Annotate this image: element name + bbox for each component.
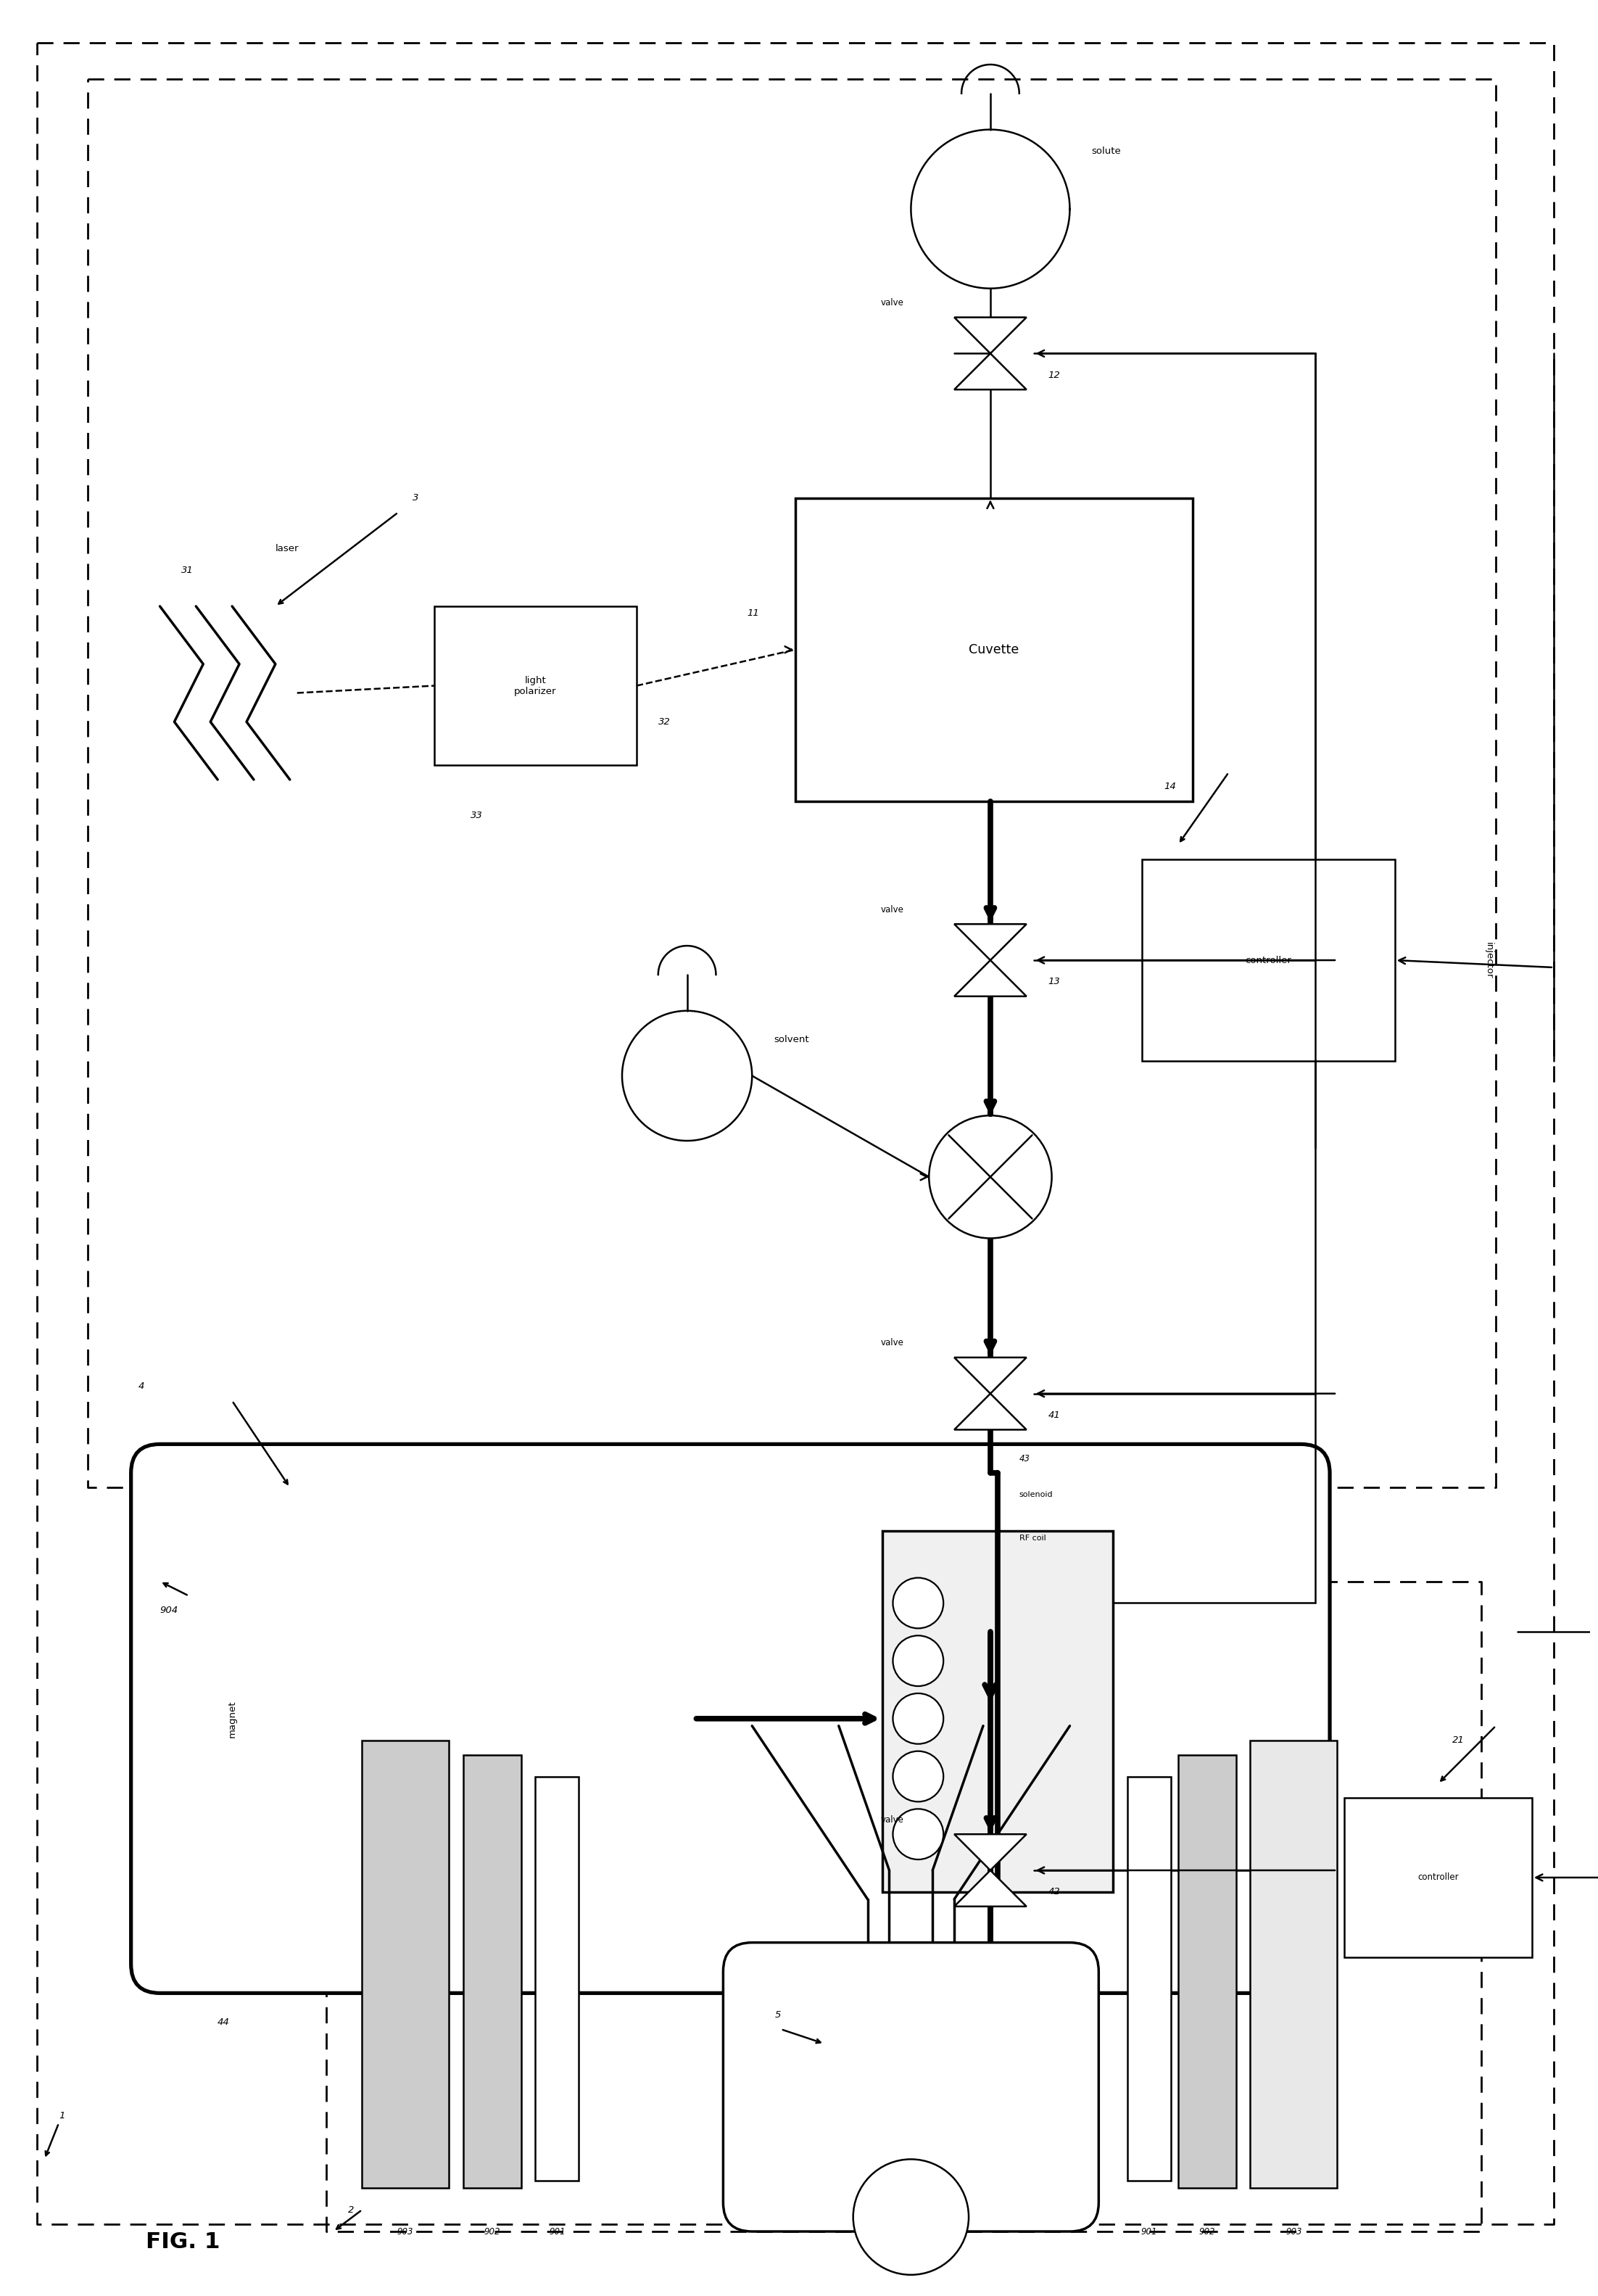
Text: valve: valve [880,1339,904,1348]
Text: 1: 1 [59,2112,66,2122]
FancyBboxPatch shape [131,1444,1330,1993]
Bar [1250,1740,1338,2188]
Text: 4: 4 [137,1382,144,1391]
Text: 902: 902 [484,2227,500,2236]
Polygon shape [954,354,1026,390]
Text: 43: 43 [1020,1453,1031,1463]
Circle shape [853,2158,968,2275]
Bar [435,606,636,765]
Text: 44: 44 [217,2018,230,2027]
Circle shape [893,1694,943,1745]
Text: 33: 33 [470,810,483,820]
Text: light
polarizer: light polarizer [515,675,556,696]
Text: solute: solute [1091,147,1122,156]
Bar [1143,859,1395,1061]
Text: magnet: magnet [227,1699,237,1738]
Circle shape [928,1116,1051,1238]
Text: valve: valve [880,1816,904,1825]
Text: injector: injector [1485,941,1494,978]
Text: 12: 12 [1048,370,1061,379]
Text: 21: 21 [1453,1736,1465,1745]
Polygon shape [954,1357,1026,1394]
Text: FIG. 1: FIG. 1 [145,2232,221,2252]
Text: 14: 14 [1163,783,1176,792]
Text: 904: 904 [160,1605,177,1614]
Bar [463,1754,521,2188]
Text: controller: controller [1417,1874,1459,1883]
Text: solenoid: solenoid [1020,1490,1053,1499]
Circle shape [893,1809,943,1860]
Text: 5: 5 [775,2009,781,2020]
Text: 903: 903 [1285,2227,1302,2236]
Bar [1344,1798,1532,1956]
Circle shape [893,1752,943,1802]
Text: 902: 902 [1198,2227,1214,2236]
FancyBboxPatch shape [724,1942,1099,2232]
Text: controller: controller [1245,955,1291,964]
Circle shape [893,1635,943,1685]
Text: valve: valve [880,905,904,914]
Polygon shape [954,1835,1026,1871]
Text: 13: 13 [1048,978,1061,987]
Text: 11: 11 [748,608,759,618]
Text: solvent: solvent [773,1035,809,1045]
Text: 3: 3 [412,494,419,503]
Text: 903: 903 [398,2227,414,2236]
Bar [1128,1777,1171,2181]
Text: 42: 42 [1048,1887,1061,1896]
Bar [882,1531,1114,1892]
Polygon shape [954,960,1026,996]
Polygon shape [954,1394,1026,1430]
Polygon shape [954,923,1026,960]
Bar [796,498,1192,801]
Text: 901: 901 [1141,2227,1157,2236]
Text: 2: 2 [348,2204,353,2216]
Polygon shape [954,317,1026,354]
Text: valve: valve [880,298,904,308]
Text: 32: 32 [658,716,670,726]
Bar [1178,1754,1235,2188]
Bar [363,1740,449,2188]
Text: laser: laser [275,544,299,553]
Text: 31: 31 [182,565,193,574]
Text: Cuvette: Cuvette [968,643,1020,657]
Circle shape [893,1577,943,1628]
Text: RF coil: RF coil [1020,1534,1047,1541]
Text: 901: 901 [548,2227,566,2236]
Polygon shape [954,1871,1026,1906]
Bar [535,1777,578,2181]
Text: 41: 41 [1048,1410,1061,1419]
